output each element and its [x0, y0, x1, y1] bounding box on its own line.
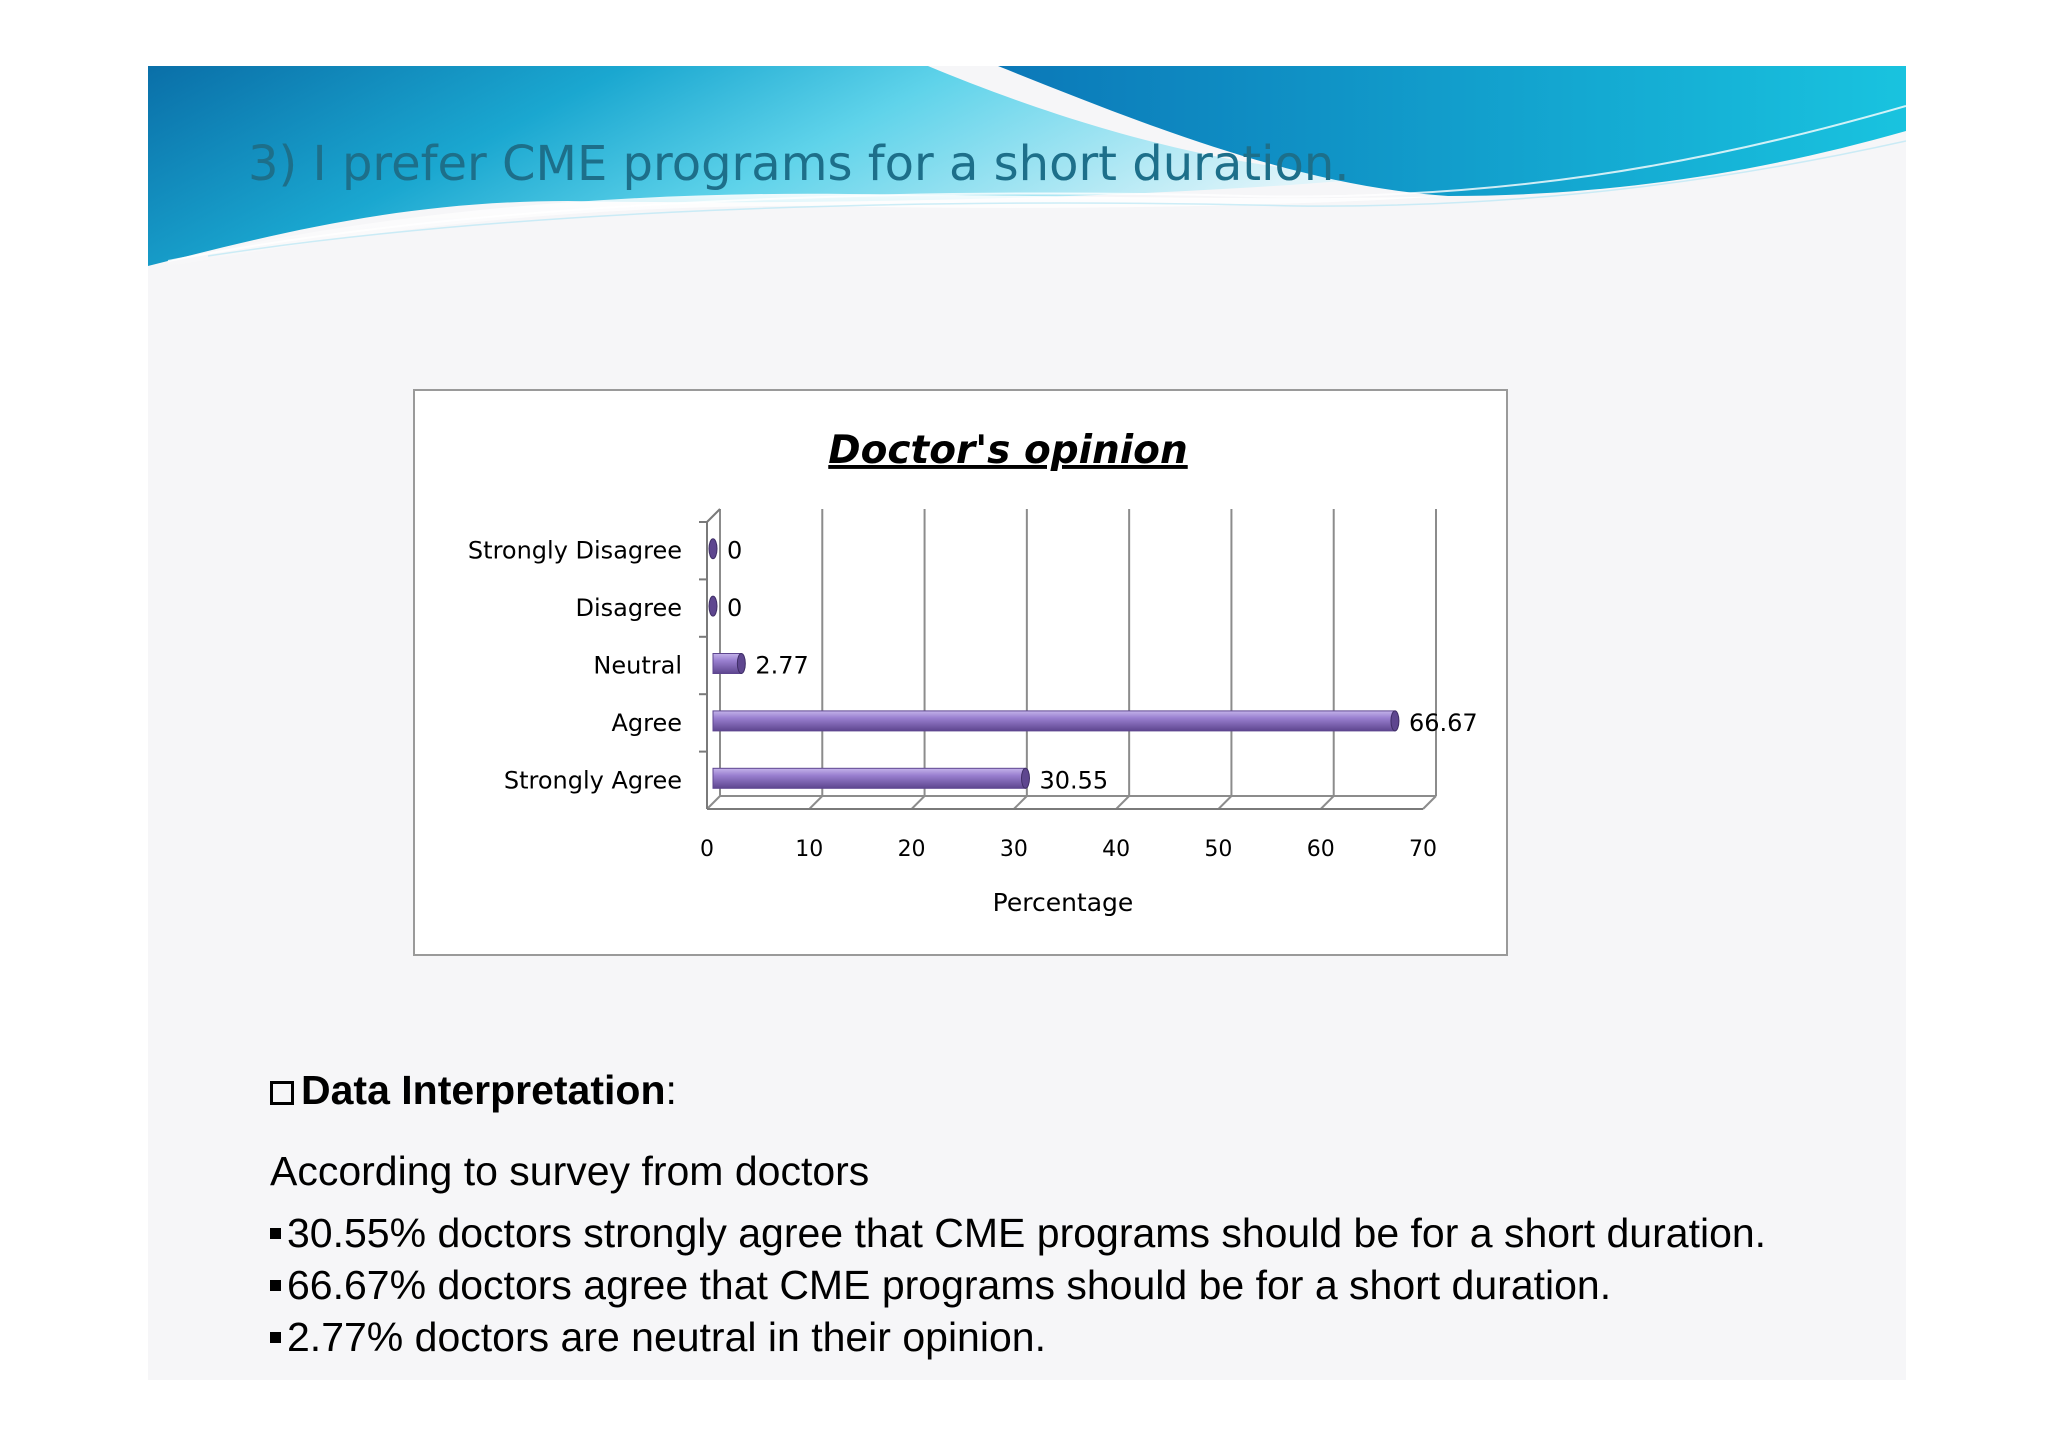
bar-end-cap	[1390, 710, 1400, 732]
data-label: 66.67	[1409, 709, 1478, 737]
category-label: Strongly Disagree	[468, 537, 682, 565]
bar-end-cap	[1020, 767, 1030, 789]
bar	[712, 710, 1400, 732]
chart-container: Doctor's opinion 0 10 20 30 40 50 60 70 Strongly…	[413, 389, 1508, 956]
data-label: 0	[727, 537, 742, 565]
floor-line	[1422, 795, 1437, 810]
interpretation-bullet: 30.55% doctors strongly agree that CME p…	[270, 1207, 1890, 1259]
header-wave-banner	[148, 66, 1906, 271]
gridlines	[706, 509, 1437, 810]
slide: 3) I prefer CME programs for a short dur…	[148, 66, 1906, 1380]
chart-title: Doctor's opinion	[828, 428, 1187, 473]
x-tick-label: 0	[700, 837, 714, 862]
floor-line	[1013, 795, 1028, 810]
category-label: Strongly Agree	[504, 766, 682, 794]
data-label: 0	[727, 594, 742, 622]
category-label: Neutral	[593, 652, 682, 680]
x-tick-label: 30	[1000, 837, 1028, 862]
floor-line	[910, 795, 926, 810]
square-bullet-icon	[270, 1332, 281, 1344]
bar	[712, 767, 1030, 789]
interpretation-bullet-text: 2.77% doctors are neutral in their opini…	[287, 1314, 1046, 1361]
slide-title: 3) I prefer CME programs for a short dur…	[248, 136, 1350, 192]
banner-highlight	[148, 193, 1448, 271]
x-tick-label: 60	[1307, 837, 1335, 862]
x-tick-label: 50	[1204, 837, 1232, 862]
bar	[708, 595, 718, 617]
interpretation-bullet: 66.67% doctors agree that CME programs s…	[270, 1259, 1890, 1311]
floor-line	[808, 795, 823, 810]
bar-end-cap	[736, 653, 746, 674]
interpretation-bullet-text: 66.67% doctors agree that CME programs s…	[287, 1262, 1612, 1309]
axes	[699, 508, 1436, 810]
floor-line	[1115, 795, 1130, 810]
category-label: Disagree	[576, 594, 682, 622]
floor-line	[1320, 795, 1335, 810]
labels: 0 10 20 30 40 50 60 70 Strongly Disagree 0 Disagre…	[468, 537, 1478, 862]
checkbox-bullet-icon	[270, 1081, 294, 1105]
bar-end-cap	[708, 595, 718, 617]
x-axis-title: Percentage	[993, 888, 1134, 917]
banner-right-wave	[998, 66, 1906, 196]
interpretation-intro: According to survey from doctors	[270, 1148, 870, 1195]
bar	[712, 653, 746, 674]
banner-main-wave	[148, 66, 1398, 266]
bar-chart: Doctor's opinion 0 10 20 30 40 50 60 70 Strongly…	[468, 428, 1478, 917]
x-tick-label: 70	[1409, 837, 1437, 862]
x-tick-label: 40	[1102, 837, 1130, 862]
interpretation-bullet-text: 30.55% doctors strongly agree that CME p…	[287, 1210, 1767, 1257]
x-tick-label: 10	[795, 837, 823, 862]
interpretation-bullet: 2.77% doctors are neutral in their opini…	[270, 1311, 1890, 1363]
square-bullet-icon	[270, 1228, 281, 1240]
axis-top-edge	[706, 508, 721, 523]
floor-line	[1217, 795, 1233, 810]
bar	[708, 538, 718, 560]
bars	[708, 538, 1400, 789]
bar-end-cap	[708, 538, 718, 560]
interpretation-heading-colon: :	[665, 1067, 677, 1113]
square-bullet-icon	[270, 1280, 281, 1292]
x-tick-label: 20	[898, 837, 926, 862]
interpretation-heading-text: Data Interpretation	[301, 1067, 666, 1113]
data-label: 30.55	[1039, 766, 1108, 794]
interpretation-heading: Data Interpretation:	[270, 1066, 1890, 1115]
floor-line	[706, 795, 721, 810]
data-interpretation: Data Interpretation: According to survey…	[270, 1066, 1890, 1363]
category-label: Agree	[611, 709, 682, 737]
data-label: 2.77	[755, 652, 808, 680]
